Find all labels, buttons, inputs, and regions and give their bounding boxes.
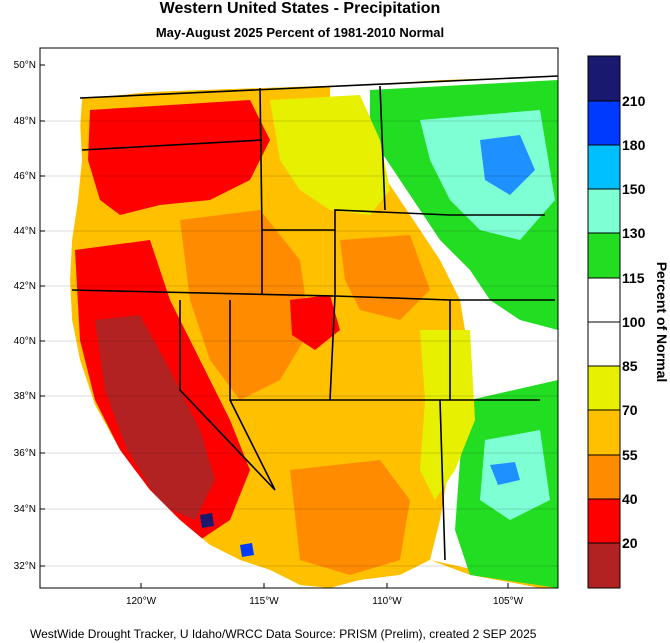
map-title: Western United States - Precipitation — [159, 0, 441, 17]
colorbar-label: 130 — [622, 225, 646, 241]
colorbar-swatch — [588, 499, 620, 543]
lat-label: 34°N — [14, 504, 36, 515]
colorbar-label: 115 — [622, 270, 645, 286]
colorbar-label: 55 — [622, 447, 638, 463]
lon-ticks — [140, 583, 509, 588]
colorbar-title: Percent of Normal — [654, 262, 670, 383]
colorbar-dividers — [588, 100, 620, 544]
colorbar-label: 180 — [622, 137, 646, 153]
yellow-transition-south — [420, 330, 475, 500]
colorbar-label: 85 — [622, 358, 638, 374]
colorbar-swatch — [588, 455, 620, 499]
lat-labels: 50°N 48°N 46°N 44°N 42°N 40°N 38°N 36°N … — [14, 60, 36, 572]
red-zone-utah — [290, 295, 340, 350]
east-very-wet-patch — [480, 135, 535, 195]
colorbar-swatch — [588, 278, 620, 322]
red-zone-pacific-northwest — [88, 100, 270, 215]
colorbar-swatch — [588, 145, 620, 189]
lat-label: 48°N — [14, 116, 36, 127]
lat-label: 36°N — [14, 448, 36, 459]
southeast-very-wet-patch — [490, 462, 520, 485]
colorbar-swatch — [588, 101, 620, 145]
dry-zone-great-basin — [180, 210, 310, 400]
lon-labels: 120°W 115°W 110°W 105°W — [126, 596, 524, 607]
lat-label: 44°N — [14, 226, 36, 237]
blue-patch-baja — [200, 513, 214, 528]
lat-label: 42°N — [14, 281, 36, 292]
colorbar-swatch — [588, 233, 620, 278]
colorbar-swatch — [588, 322, 620, 366]
pacific-ocean — [40, 48, 310, 588]
dry-zone-arizona — [290, 460, 410, 575]
mexico-region — [330, 560, 540, 588]
lon-label: 115°W — [249, 596, 279, 607]
colorbar-label: 210 — [622, 93, 646, 109]
lat-label: 40°N — [14, 336, 36, 347]
colorbar-swatch — [588, 189, 620, 233]
extreme-dry-california — [95, 315, 215, 520]
state-boundaries — [71, 75, 558, 561]
lat-label: 32°N — [14, 561, 36, 572]
colorbar-label: 40 — [622, 491, 638, 507]
colorbar-label: 100 — [622, 314, 646, 330]
map-subtitle: May-August 2025 Percent of 1981-2010 Nor… — [155, 25, 445, 40]
lat-label: 46°N — [14, 171, 36, 182]
canada-region — [40, 48, 558, 98]
lat-label: 50°N — [14, 60, 36, 71]
yellow-transition-north — [270, 95, 390, 215]
colorbar-label: 20 — [622, 535, 638, 551]
map-frame — [39, 47, 559, 589]
colorbar-swatch — [588, 366, 620, 410]
map-area — [40, 48, 558, 588]
colorbar-swatch — [588, 543, 620, 588]
graticule — [40, 120, 558, 567]
lon-label: 110°W — [372, 596, 402, 607]
colorbar: 210 180 150 130 115 100 85 70 55 40 20 P… — [587, 55, 670, 589]
lat-ticks — [40, 64, 45, 567]
lon-label: 120°W — [126, 596, 157, 607]
lat-label: 38°N — [14, 391, 36, 402]
blue-patch-southwest — [240, 543, 254, 557]
colorbar-swatch — [588, 410, 620, 455]
colorbar-swatch — [588, 56, 620, 101]
footer-credit: WestWide Drought Tracker, U Idaho/WRCC D… — [30, 627, 537, 641]
lon-label: 105°W — [493, 596, 524, 607]
colorbar-label: 150 — [622, 181, 646, 197]
colorbar-label: 70 — [622, 402, 638, 418]
